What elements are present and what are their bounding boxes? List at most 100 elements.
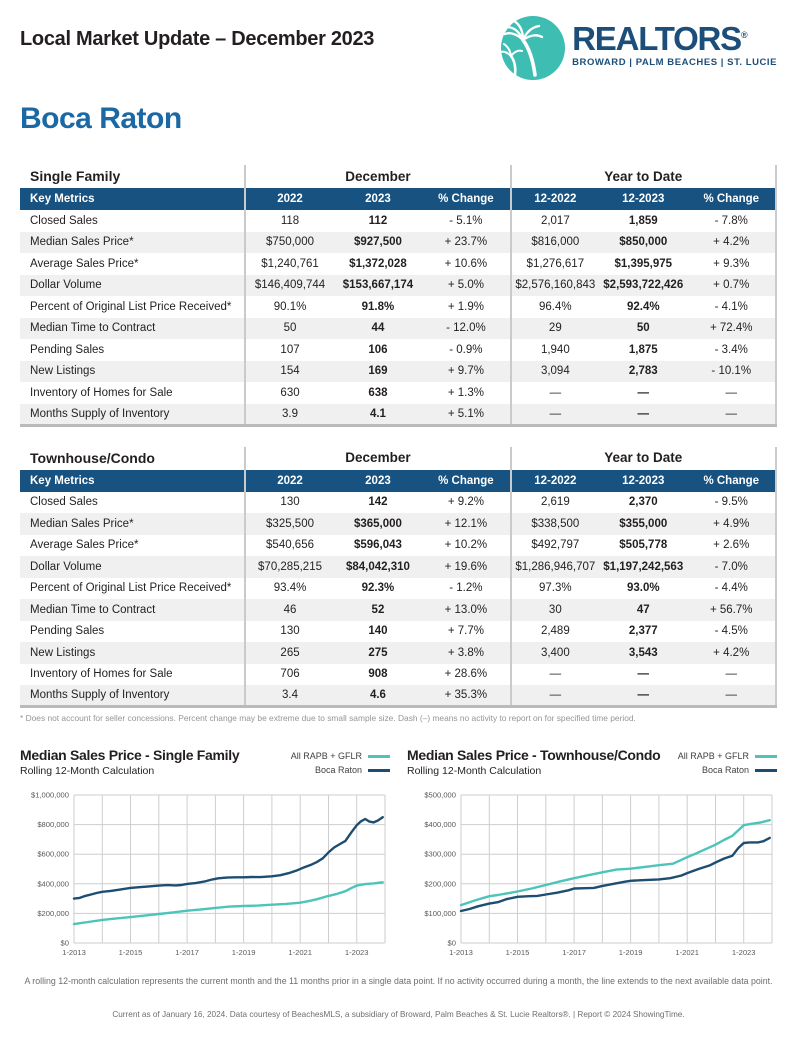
value-cell: + 28.6% [444, 668, 488, 681]
column-header: 12-2022 [509, 188, 600, 210]
svg-text:1-2013: 1-2013 [449, 948, 473, 957]
table-row: Closed Sales 118 112 - 5.1% 2,017 1,859 - 7.8% [20, 210, 777, 232]
table-row: Average Sales Price* $540,656 $596,043 + 10… [20, 534, 777, 556]
chart-subtitle: Rolling 12-Month Calculation [407, 765, 542, 777]
svg-text:$200,000: $200,000 [424, 879, 456, 888]
market-table-townhouse-condo: Townhouse/Condo December Year to Date Ke… [20, 446, 778, 708]
table-name: Single Family [30, 168, 121, 184]
value-cell: 106 [368, 343, 388, 356]
value-cell: — [687, 685, 777, 707]
brand-tagline: BROWARD | PALM BEACHES | ST. LUCIE [572, 56, 777, 68]
value-cell: 91.8% [361, 300, 395, 313]
metric-cell: Pending Sales [30, 343, 105, 356]
column-header-row: Key Metrics 2022 2023 % Change 12-2022 1… [20, 469, 777, 492]
value-cell: 3,094 [509, 360, 600, 382]
metric-cell: Average Sales Price* [30, 539, 139, 552]
legend-swatch [368, 755, 390, 759]
ytd-group-header: Year to Date [509, 165, 778, 188]
value-cell: $596,043 [353, 539, 402, 552]
value-cell: + 19.6% [422, 556, 511, 578]
value-cell: 265 [244, 642, 334, 664]
table-row: Median Sales Price* $750,000 $927,500 + 23.… [20, 231, 777, 253]
value-cell: - 3.4% [687, 339, 777, 361]
value-cell: 4.6 [333, 685, 423, 707]
value-cell: 50 [599, 317, 688, 339]
column-header: 2022 [244, 469, 334, 492]
value-cell: - 4.5% [687, 620, 777, 642]
svg-text:$400,000: $400,000 [37, 879, 69, 888]
column-header: 2022 [244, 188, 334, 210]
value-cell: $2,593,722,426 [599, 274, 688, 296]
value-cell: 3,543 [599, 642, 688, 664]
value-cell: + 13.0% [422, 599, 511, 621]
legend-label: Boca Raton [314, 764, 362, 775]
column-header: 12-2023 [599, 469, 688, 492]
key-metrics-header: Key Metrics [20, 188, 246, 210]
metric-cell: Inventory of Homes for Sale [30, 668, 173, 681]
value-cell: $338,500 [509, 513, 600, 535]
value-cell: 275 [333, 642, 423, 664]
period-group-header: December [244, 165, 511, 188]
table-row: Pending Sales 107 106 - 0.9% 1,940 1,875 - 3.4… [20, 339, 777, 361]
value-cell: — [687, 382, 777, 404]
value-cell: — [637, 668, 650, 681]
value-cell: 3.9 [244, 403, 334, 425]
rolling-calculation-note: A rolling 12-month calculation represent… [24, 976, 773, 986]
legend-item: Boca Raton [291, 764, 390, 778]
column-header-row: Key Metrics 2022 2023 % Change 12-2022 1… [20, 188, 777, 210]
table-row: New Listings 154 169 + 9.7% 3,094 2,783- 10.1… [20, 360, 777, 382]
group-header-row: Townhouse/Condo December Year to Date [20, 446, 778, 470]
table-row: Dollar Volume $70,285,215 $84,042,310 + 19.… [20, 556, 777, 578]
table-row: Closed Sales 130 142 + 9.2% 2,619 2,370 - 9.5% [20, 491, 777, 513]
value-cell: + 1.9% [447, 300, 484, 313]
value-cell: $850,000 [599, 231, 688, 253]
value-cell: + 9.3% [687, 253, 777, 275]
value-cell: 112 [368, 214, 388, 227]
value-cell: $325,500 [244, 513, 334, 535]
metric-cell: Inventory of Homes for Sale [30, 386, 173, 399]
svg-text:1-2023: 1-2023 [732, 948, 756, 957]
value-cell: $540,656 [244, 534, 334, 556]
value-cell: + 4.2% [687, 642, 777, 664]
chart-plot: $0 $200,000 $400,000 $600,000 $800,000 $1,000… [31, 791, 386, 957]
metric-cell: Dollar Volume [20, 556, 246, 578]
table-row: Median Time to Contract 50 44- 12.0% 29 50 + … [20, 317, 777, 339]
svg-text:$600,000: $600,000 [37, 850, 69, 859]
column-header: 2023 [333, 188, 423, 210]
chart-title: Median Sales Price - Single Family [20, 747, 240, 763]
brand-text: REALTORS® BROWARD | PALM BEACHES | ST. L… [572, 16, 777, 68]
svg-text:$800,000: $800,000 [37, 820, 69, 829]
svg-text:$500,000: $500,000 [424, 791, 456, 800]
legend-swatch [755, 755, 777, 759]
table-row: Months Supply of Inventory 3.4 4.6 + 35.3% —… [20, 685, 777, 707]
chart-legend: All RAPB + GFLR Boca Raton [291, 750, 390, 778]
registered-mark: ® [740, 30, 748, 40]
svg-text:1-2015: 1-2015 [119, 948, 143, 957]
value-cell: 50 [244, 317, 334, 339]
chart-legend: All RAPB + GFLR Boca Raton [678, 750, 777, 778]
value-cell: $2,576,160,843 [509, 274, 600, 296]
market-table-single-family: Single Family December Year to Date Key … [20, 165, 778, 427]
table-name: Townhouse/Condo [30, 449, 155, 466]
chart-header: Median Sales Price - Single Family Rolli… [20, 747, 390, 789]
value-cell: 2,619 [509, 491, 600, 513]
value-cell: 1,859 [628, 214, 658, 227]
value-cell: 154 [244, 360, 334, 382]
value-cell: + 9.2% [447, 496, 484, 509]
value-cell: — [599, 403, 688, 425]
value-cell: 1,875 [628, 343, 658, 356]
table-row: Inventory of Homes for Sale 630 638 + 1.3% —… [20, 382, 777, 404]
value-cell: — [687, 403, 777, 425]
table-row: Median Time to Contract 46 52 + 13.0% 30 47 + … [20, 599, 777, 621]
value-cell: 92.3% [361, 582, 395, 595]
metric-cell: Dollar Volume [20, 274, 246, 296]
svg-text:1-2023: 1-2023 [345, 948, 369, 957]
value-cell: $84,042,310 [333, 556, 423, 578]
group-header-row: Single Family December Year to Date [20, 165, 778, 188]
value-cell: + 4.2% [687, 231, 777, 253]
value-cell: 908 [368, 668, 388, 681]
value-cell: 44 [333, 317, 423, 339]
legend-item: All RAPB + GFLR [291, 750, 390, 764]
metric-cell: Percent of Original List Price Received* [30, 582, 232, 595]
charts-section: Median Sales Price - Single Family Rolli… [20, 747, 777, 964]
